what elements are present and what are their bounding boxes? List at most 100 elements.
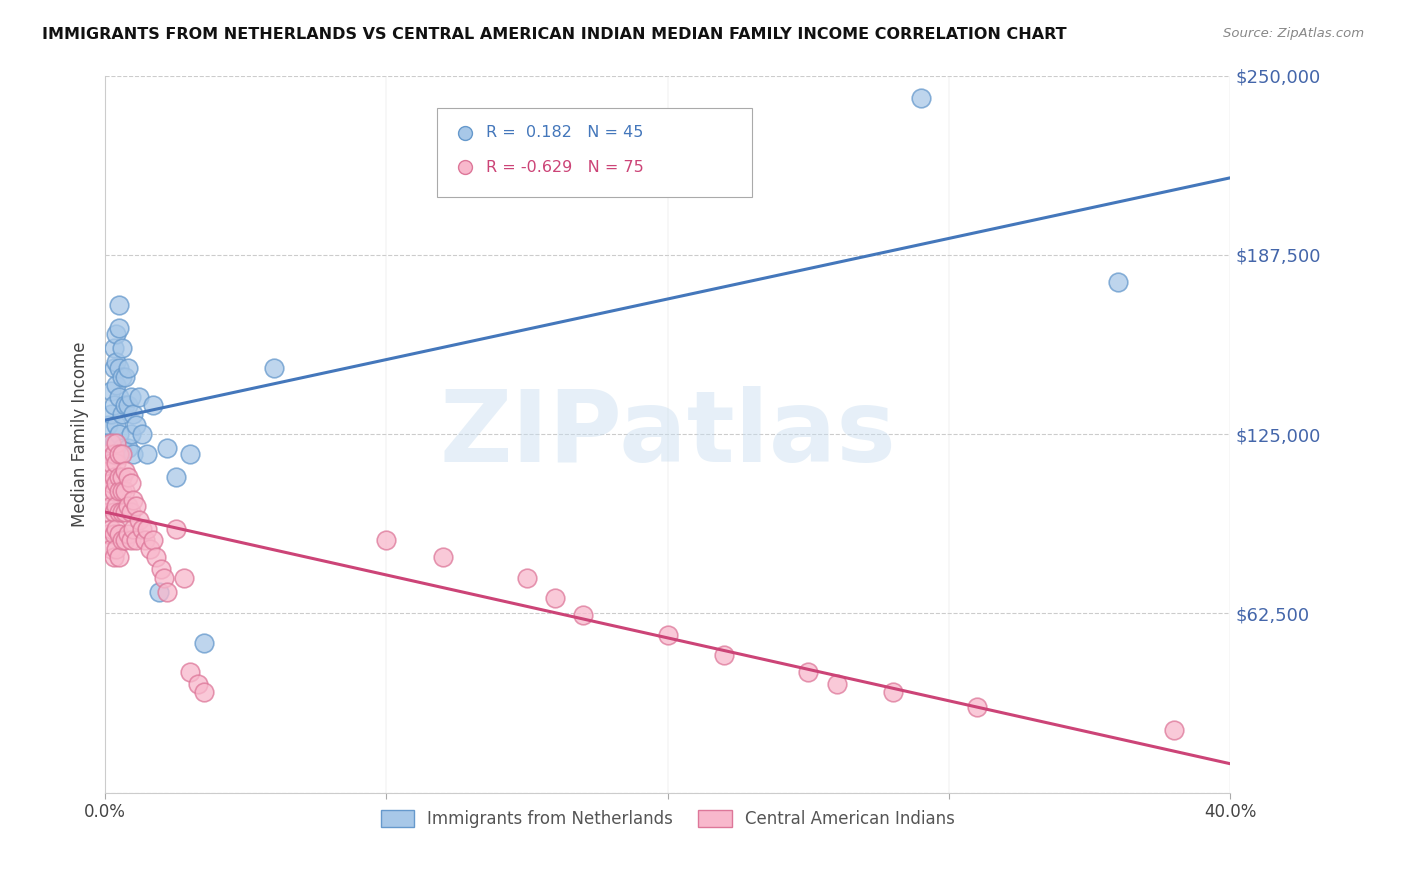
Point [125, 533, 148, 548]
Text: Source: ZipAtlas.com: Source: ZipAtlas.com [1223, 27, 1364, 40]
Point [114, 369, 136, 384]
Point [994, 786, 1017, 800]
Point [125, 418, 148, 433]
Point [97, 527, 120, 541]
Legend: Immigrants from Netherlands, Central American Indians: Immigrants from Netherlands, Central Ame… [374, 803, 962, 835]
Point [108, 321, 131, 335]
Point [142, 533, 165, 548]
Point [103, 447, 125, 461]
Point [516, 570, 538, 584]
Point [156, 585, 179, 599]
Point [145, 550, 167, 565]
FancyBboxPatch shape [437, 108, 752, 197]
Point [108, 427, 131, 442]
Point [1163, 723, 1185, 737]
Point [108, 470, 131, 484]
Text: R = -0.629   N = 75: R = -0.629 N = 75 [485, 160, 644, 175]
Point [1107, 275, 1129, 289]
Point [825, 676, 848, 690]
Point [122, 493, 145, 508]
Point [136, 447, 159, 461]
Point [97, 504, 120, 518]
Point [108, 298, 131, 312]
Point [117, 527, 139, 541]
Point [193, 636, 215, 650]
Point [165, 470, 187, 484]
Point [131, 522, 153, 536]
Point [114, 484, 136, 499]
Point [114, 398, 136, 412]
Point [103, 435, 125, 450]
Point [797, 665, 820, 680]
Point [103, 470, 125, 484]
Point [103, 361, 125, 376]
Point [122, 522, 145, 536]
Point [103, 341, 125, 355]
Point [263, 361, 285, 376]
Point [120, 504, 142, 518]
Point [103, 550, 125, 565]
Point [111, 407, 134, 421]
Point [111, 341, 134, 355]
Point [125, 499, 148, 513]
Point [100, 499, 122, 513]
Point [100, 384, 122, 398]
Point [105, 447, 128, 461]
Point [111, 484, 134, 499]
Point [111, 533, 134, 548]
Point [156, 442, 179, 456]
Point [100, 475, 122, 490]
Point [173, 570, 195, 584]
Point [97, 418, 120, 433]
Point [117, 499, 139, 513]
Point [111, 442, 134, 456]
Point [117, 398, 139, 412]
Point [100, 456, 122, 470]
Point [103, 484, 125, 499]
Point [108, 484, 131, 499]
Point [100, 435, 122, 450]
Point [108, 447, 131, 461]
Point [97, 447, 120, 461]
Point [105, 541, 128, 556]
Point [114, 464, 136, 478]
Text: R =  0.182   N = 45: R = 0.182 N = 45 [485, 126, 643, 140]
Point [122, 447, 145, 461]
Point [105, 355, 128, 369]
Point [114, 504, 136, 518]
Point [966, 699, 988, 714]
Point [120, 533, 142, 548]
Point [117, 442, 139, 456]
Point [111, 447, 134, 461]
Point [139, 541, 162, 556]
Text: IMMIGRANTS FROM NETHERLANDS VS CENTRAL AMERICAN INDIAN MEDIAN FAMILY INCOME CORR: IMMIGRANTS FROM NETHERLANDS VS CENTRAL A… [42, 27, 1067, 42]
Point [134, 533, 156, 548]
Point [105, 435, 128, 450]
Point [117, 470, 139, 484]
Point [108, 504, 131, 518]
Point [105, 326, 128, 341]
Point [165, 522, 187, 536]
Point [148, 585, 170, 599]
Point [100, 541, 122, 556]
Point [136, 522, 159, 536]
Point [97, 464, 120, 478]
Point [111, 369, 134, 384]
Point [122, 407, 145, 421]
Point [120, 427, 142, 442]
Point [657, 628, 679, 642]
Point [105, 378, 128, 392]
Point [103, 504, 125, 518]
Point [179, 447, 201, 461]
Point [103, 527, 125, 541]
Point [375, 533, 398, 548]
Point [910, 91, 932, 105]
Point [111, 504, 134, 518]
Point [105, 475, 128, 490]
Point [105, 522, 128, 536]
Point [100, 447, 122, 461]
Point [117, 361, 139, 376]
Point [142, 398, 165, 412]
Point [97, 484, 120, 499]
Point [193, 685, 215, 699]
